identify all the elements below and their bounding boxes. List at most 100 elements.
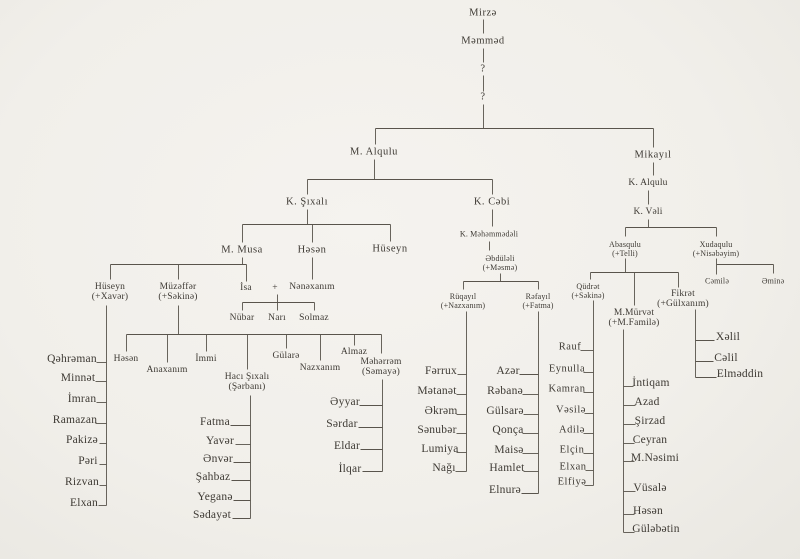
person-intiqam: İntiqam	[632, 377, 669, 389]
person-name-label: Həsən	[297, 244, 327, 256]
person-name-label: Sənubər	[417, 424, 457, 436]
person-name-label: Eynulla	[548, 363, 586, 375]
person-name-label: Almaz	[340, 347, 368, 357]
person-emine: Əminə	[762, 277, 785, 286]
person-ebduleli: Əbdüləli (+Məsmə)	[483, 254, 518, 272]
person-gulebetin: Güləbətin	[632, 523, 679, 535]
person-sedayet: Sədayət	[193, 509, 231, 521]
person-yaver: Yavər	[206, 435, 234, 447]
person-k-veli: K. Vəli	[633, 207, 662, 217]
person-name-label: Pakizə	[65, 434, 99, 446]
person-huseyn-b: Hüseyn	[372, 244, 407, 255]
person-name-label: Azər	[496, 365, 520, 377]
person-hesen-d: Həsən	[633, 505, 663, 517]
person-name-label: Rauf	[558, 341, 582, 353]
person-ekrem: Əkrəm	[424, 405, 457, 417]
person-spouse-label: (+Nazxanım)	[440, 301, 486, 310]
person-name-label: Elfiyə	[557, 476, 587, 488]
person-eyyar: Əyyar	[330, 396, 360, 408]
person-nari: Narı	[268, 313, 286, 323]
person-name-label: İlqar	[338, 463, 362, 475]
person-name-label: Mirzə	[469, 7, 497, 19]
person-hesen-c: Həsən	[114, 354, 139, 364]
person-name-label: Solmaz	[299, 313, 329, 323]
person-name-label: Fatma	[200, 416, 230, 428]
person-name-label: Sədayət	[192, 509, 232, 521]
person-elxan-b: Elxan	[559, 462, 586, 473]
person-fikret: Fikrət (+Gülxanım)	[657, 289, 709, 309]
person-nazxanim: Nazxanım	[300, 363, 341, 373]
person-peri: Pəri	[78, 455, 97, 467]
person-ruqayil: Rüqayıl (+Nazxanım)	[441, 292, 485, 310]
person-name-label: İmran	[67, 393, 97, 405]
person-name-label: Mətanət	[417, 385, 457, 397]
person-name-label: Nazxanım	[299, 363, 341, 373]
person-nagi: Nağı	[432, 462, 455, 474]
person-name-label: Hüseyn	[94, 282, 126, 292]
person-name-label: Qəhrəman	[47, 353, 97, 365]
person-name-label: Hamlet	[489, 462, 525, 474]
person-nenexanim: Nənəxanım	[289, 282, 335, 292]
person-immi: İmmi	[195, 354, 216, 364]
person-metanet: Mətanət	[417, 385, 456, 397]
person-cemile: Cəmilə	[705, 277, 729, 286]
person-gulsare: Gülsarə	[486, 405, 523, 417]
person-name-label: Əkrəm	[424, 405, 458, 417]
person-name-label: Yavər	[205, 435, 235, 447]
person-xelil: Xəlil	[716, 331, 740, 343]
person-elfiye: Elfiyə	[558, 477, 587, 488]
person-name-label: Abasqulu	[609, 240, 641, 249]
person-kamran: Kamran	[549, 384, 586, 395]
person-name-label: Gülsarə	[486, 405, 524, 417]
person-unknown-2: ?	[480, 92, 485, 103]
person-spouse-label: (+Nisəbəyim)	[692, 249, 740, 258]
person-vusale: Vüsalə	[633, 482, 666, 494]
person-refayil: Rəfayıl (+Fatma)	[522, 292, 553, 310]
person-name-label: M.Mürvət	[613, 308, 655, 318]
person-name-label: Lumiya	[421, 443, 459, 455]
person-name-label: Narı	[268, 313, 286, 323]
person-name-label: K. Cəbi	[473, 196, 511, 208]
person-unknown-1: ?	[480, 64, 485, 75]
person-spouse-label: (Səmayə)	[362, 367, 400, 377]
person-name-label: Ənvər	[203, 453, 233, 465]
person-name-label: +	[272, 283, 278, 293]
person-rauf: Rauf	[559, 342, 582, 353]
person-memmed: Məmməd	[461, 36, 504, 47]
person-name-label: Hacı Şıxalı	[224, 372, 270, 382]
person-ilqar: İlqar	[339, 463, 362, 475]
person-name-label: Xudaqulu	[699, 240, 733, 249]
person-sirzad: Şirzad	[635, 415, 666, 427]
person-spouse-label: (+Telli)	[612, 249, 638, 258]
person-name-label: Cəmilə	[704, 276, 730, 286]
person-name-label: Nənəxanım	[289, 282, 335, 292]
person-name-label: Qüdrət	[576, 282, 600, 291]
person-hesen-b: Həsən	[298, 245, 327, 256]
person-name-label: Qonça	[492, 424, 524, 436]
person-name-label: Fərrux	[424, 365, 458, 377]
person-spouse-label: (+Məsmə)	[482, 263, 518, 272]
person-haci-sixali: Hacı Şıxalı (Şərbanı)	[225, 372, 270, 392]
person-name-label: K. Məhəmmədəli	[459, 229, 519, 239]
person-name-label: Məmməd	[461, 35, 505, 47]
person-mirze: Mirzə	[469, 8, 497, 19]
person-name-label: Rizvan	[65, 476, 99, 488]
person-rizvan: Rizvan	[65, 476, 99, 488]
person-qehreman: Qəhrəman	[47, 353, 97, 365]
person-anaxanim: Anaxanım	[146, 365, 187, 375]
person-name-label: Əyyar	[330, 396, 360, 408]
person-name-label: Həsən	[113, 354, 139, 364]
person-serdar: Sərdar	[326, 418, 357, 430]
person-elmeddin: Elməddin	[717, 368, 764, 380]
person-enver: Ənvər	[203, 453, 233, 465]
person-huseyn-xaver: Hüseyn (+Xavər)	[92, 282, 128, 302]
person-m-alqulu: M. Alqulu	[350, 147, 398, 158]
person-name-label: Maisə	[494, 444, 524, 456]
person-name-label: İntiqam	[632, 377, 670, 389]
person-name-label: İsa	[240, 283, 252, 293]
person-name-label: İmmi	[195, 354, 217, 364]
person-nubar: Nübar	[230, 313, 255, 323]
person-spouse-label: (Şərbanı)	[228, 382, 266, 392]
